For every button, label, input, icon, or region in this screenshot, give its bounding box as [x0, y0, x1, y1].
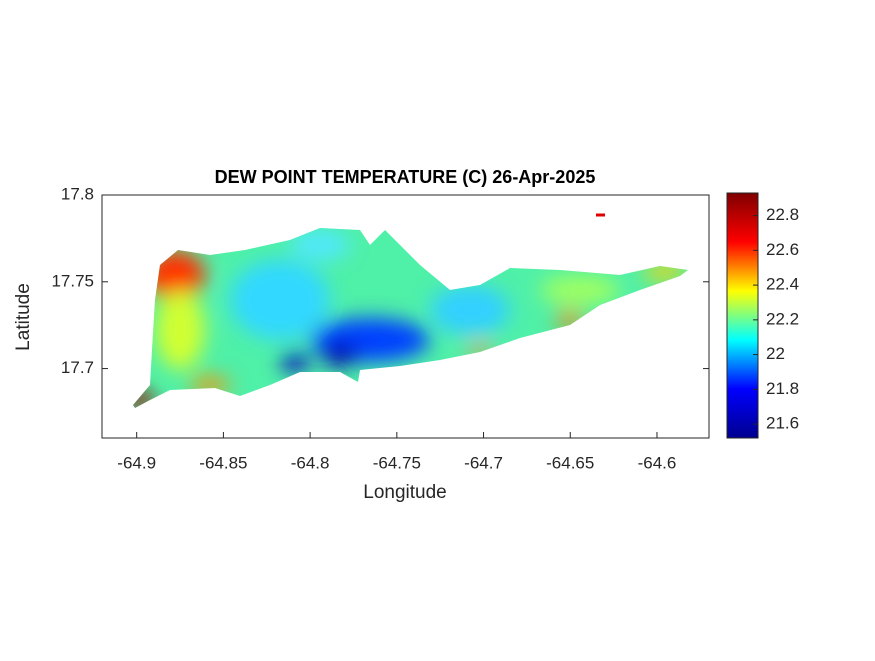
colorbar-tick-label: 22.2: [766, 309, 799, 328]
colorbar-tick-label: 22.4: [766, 275, 799, 294]
colorbar: [726, 192, 759, 439]
colorbar-tick-label: 22: [766, 344, 785, 363]
x-axis-label: Longitude: [363, 482, 446, 503]
x-tick-label: -64.65: [546, 453, 594, 472]
x-tick-label: -64.6: [638, 453, 677, 472]
island-field: [133, 228, 688, 408]
x-tick-label: -64.85: [199, 453, 247, 472]
y-tick-label: 17.8: [61, 184, 94, 203]
y-axis-label: Latitude: [13, 283, 34, 351]
colorbar-tick-label: 21.8: [766, 379, 799, 398]
colorbar-tick-label: 22.6: [766, 240, 799, 259]
x-tick-label: -64.75: [373, 453, 421, 472]
y-tick-label: 17.75: [51, 271, 94, 290]
axes-box: [101, 194, 710, 439]
x-tick-label: -64.8: [291, 453, 330, 472]
colorbar-tick-label: 21.6: [766, 414, 799, 433]
chart-title: DEW POINT TEMPERATURE (C) 26-Apr-2025: [215, 167, 596, 187]
x-tick-label: -64.7: [464, 453, 503, 472]
colorbar-tick-label: 22.8: [766, 205, 799, 224]
x-tick-label: -64.9: [117, 453, 156, 472]
y-tick-label: 17.7: [61, 358, 94, 377]
